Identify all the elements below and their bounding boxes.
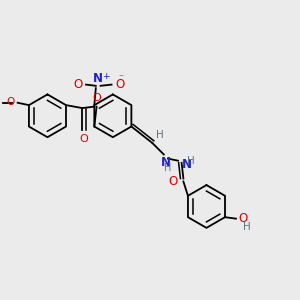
Text: H: H	[187, 156, 195, 166]
Text: H: H	[164, 163, 172, 173]
Text: +: +	[102, 72, 110, 81]
Text: O: O	[238, 212, 247, 225]
Text: O: O	[73, 78, 83, 91]
Text: ⁻: ⁻	[119, 73, 124, 83]
Text: N: N	[160, 156, 171, 169]
Text: O: O	[168, 175, 177, 188]
Text: H: H	[242, 222, 250, 232]
Text: O: O	[92, 93, 101, 103]
Text: H: H	[156, 130, 164, 140]
Text: O: O	[6, 97, 15, 106]
Text: N: N	[182, 158, 192, 171]
Text: O: O	[80, 134, 88, 144]
Text: O: O	[115, 78, 124, 91]
Text: N: N	[93, 72, 103, 85]
